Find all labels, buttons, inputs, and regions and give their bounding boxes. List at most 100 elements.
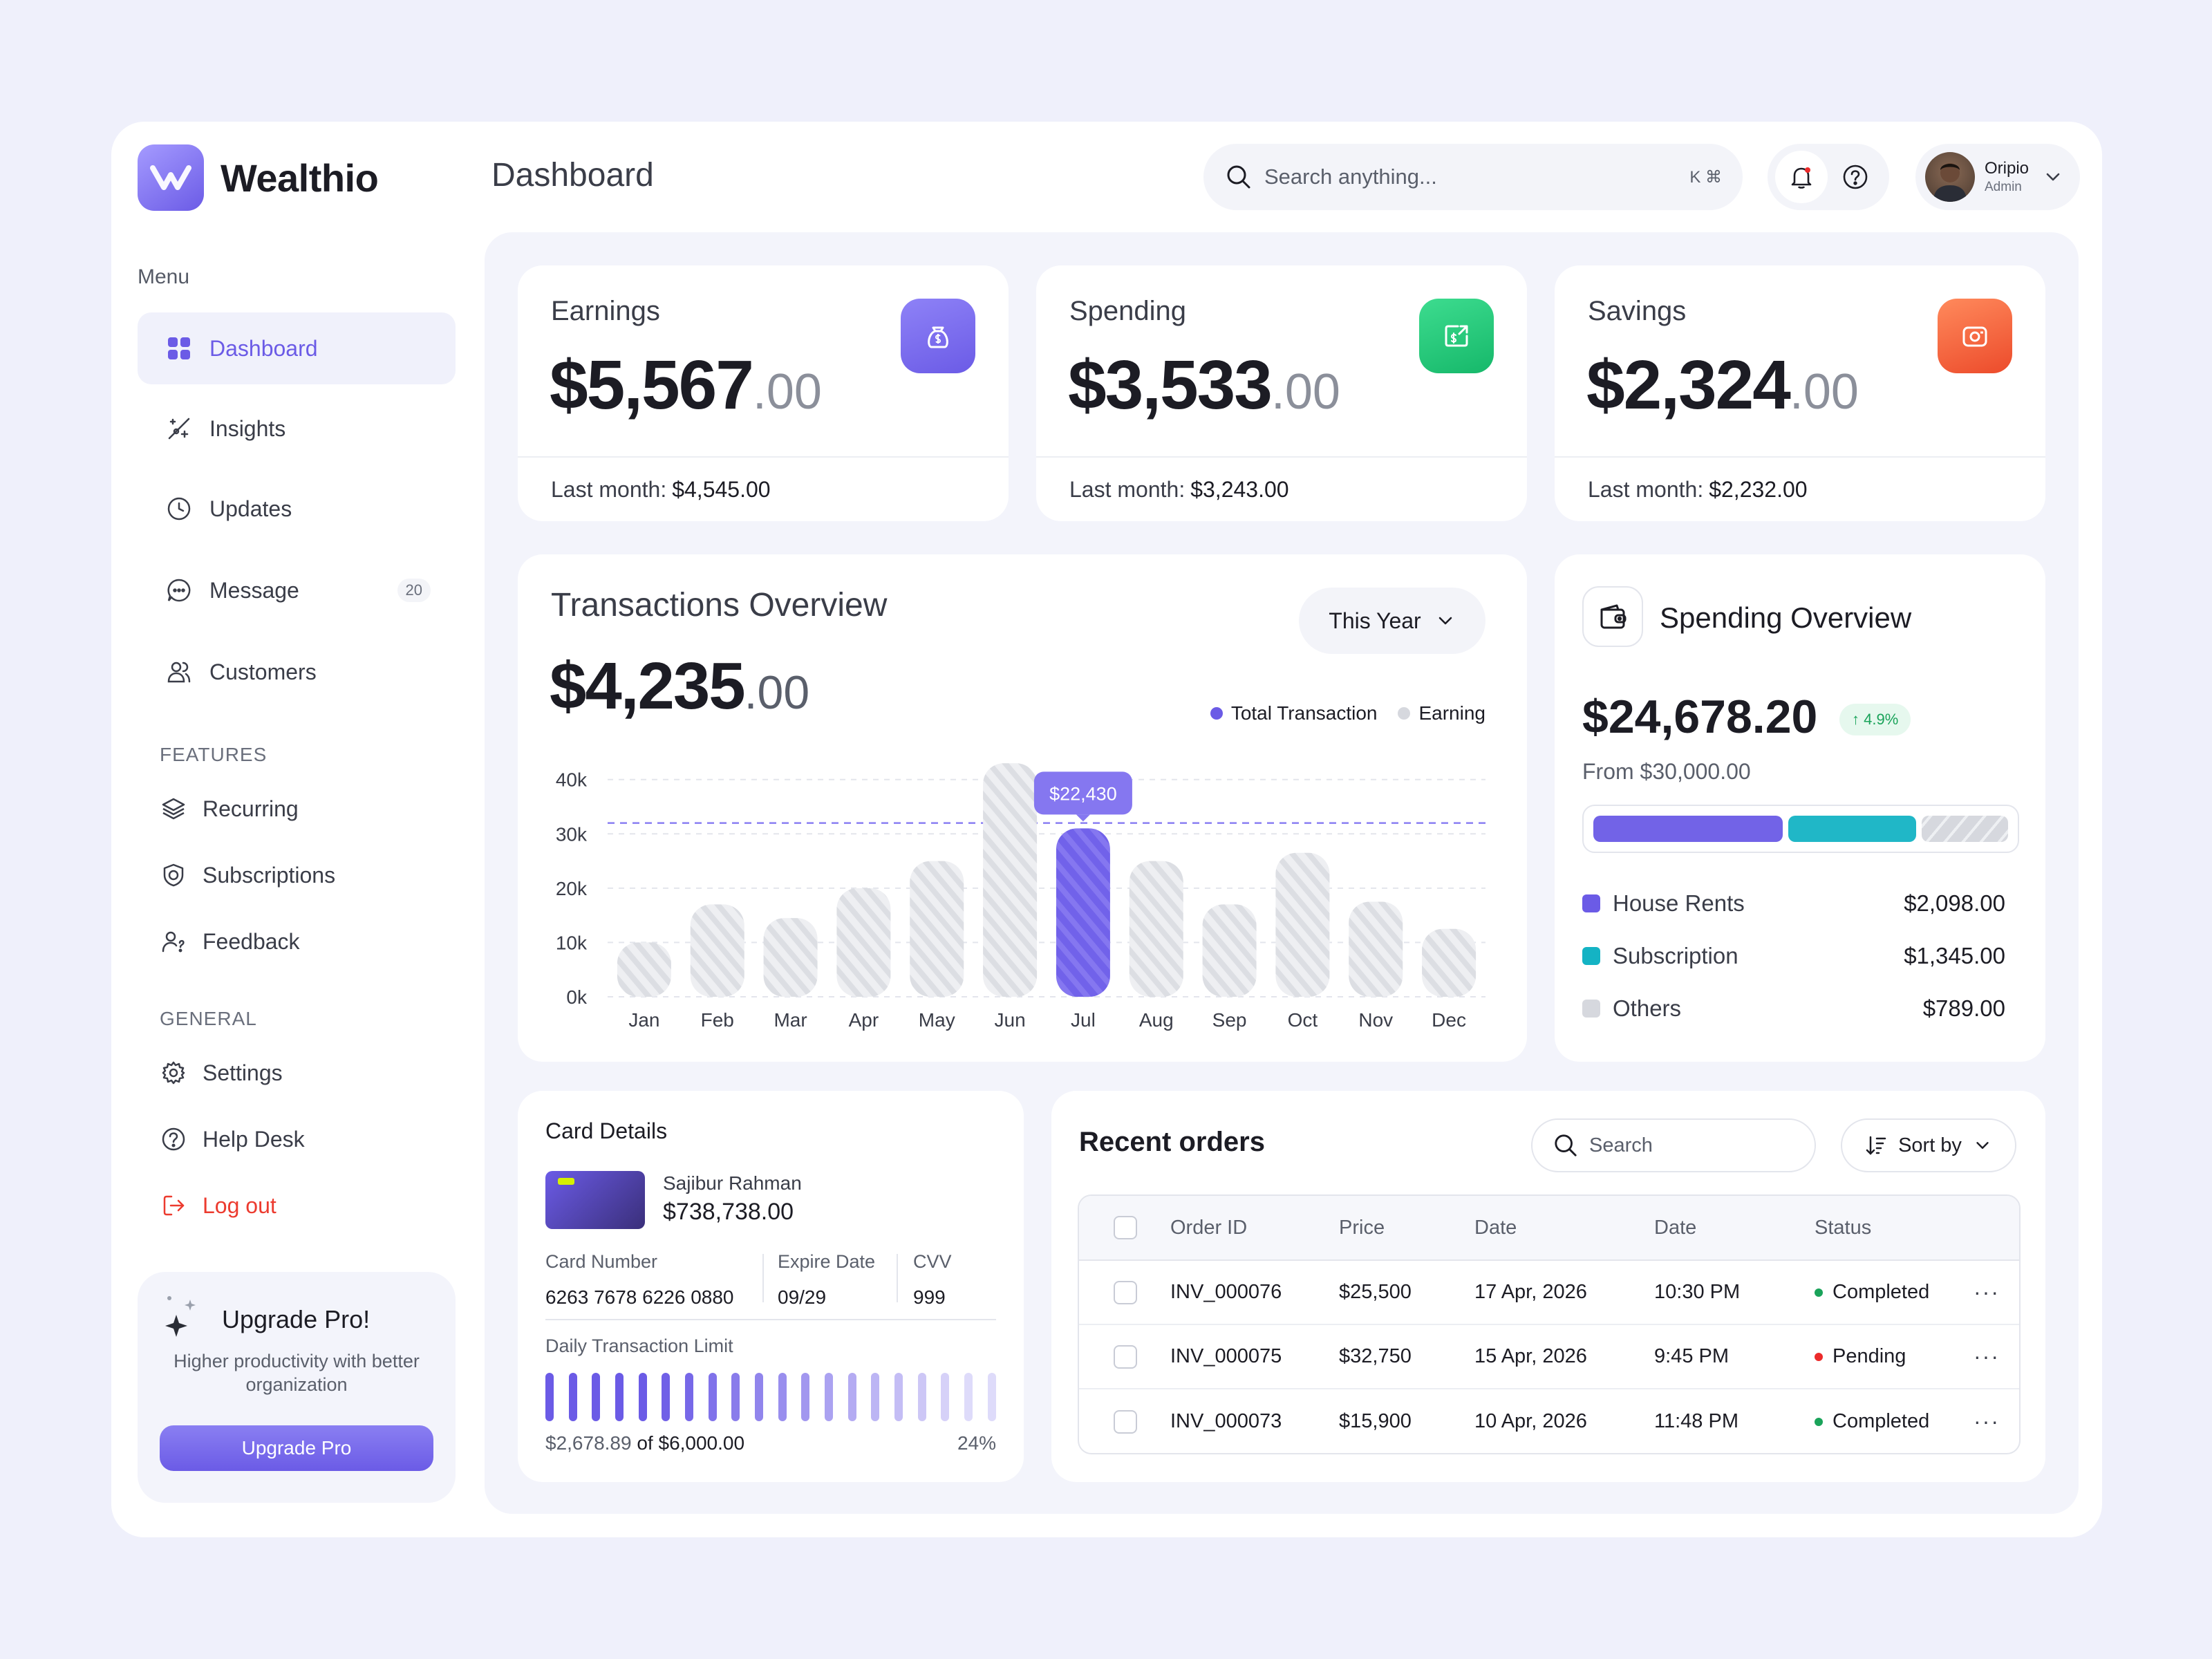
bar-jul[interactable] [1056,828,1110,997]
row-checkbox[interactable] [1114,1280,1137,1304]
more-options-icon[interactable]: ··· [1974,1344,2000,1369]
logo[interactable]: Wealthio [138,144,379,211]
bar-feb[interactable] [690,904,744,997]
spending-from: From $30,000.00 [1582,759,1751,784]
bar-oct[interactable] [1275,852,1330,997]
search-input[interactable]: Search anything... [1264,165,1437,189]
user-name: Oripio [1985,159,2030,178]
card-details-card: Card Details Sajibur Rahman $738,738.00 … [518,1091,1024,1482]
bar-aug[interactable] [1129,861,1183,997]
table-row[interactable]: INV_000076 $25,500 17 Apr, 2026 10:30 PM… [1079,1261,2019,1325]
more-options-icon[interactable]: ··· [1974,1409,2000,1434]
limit-bar [615,1373,624,1421]
chart-legend: Total Transaction Earning [1190,702,1485,724]
bar-apr[interactable] [836,888,891,997]
upgrade-title: Upgrade Pro! [222,1305,371,1333]
upgrade-description: Higher productivity with better organiza… [174,1351,420,1395]
divider [897,1254,898,1302]
select-all-checkbox[interactable] [1114,1216,1137,1239]
chevron-down-icon [1438,617,1452,625]
sidebar-item-message[interactable]: Message 20 [138,554,456,626]
last-month: Last month: $4,545.00 [551,477,771,502]
sidebar-item-customers[interactable]: Customers [138,636,456,708]
card-details-title: Card Details [545,1118,668,1143]
sidebar-item-help-desk[interactable]: Help Desk [160,1118,305,1160]
x-tick-label: Oct [1288,1009,1318,1031]
global-search[interactable]: Search anything... K ⌘ [1203,144,1743,210]
orders-search-input[interactable]: Search [1531,1118,1816,1172]
row-checkbox[interactable] [1114,1344,1137,1369]
upgrade-pro-button[interactable]: Upgrade Pro [160,1425,433,1471]
bar-jan[interactable] [617,942,671,997]
table-row[interactable]: INV_000073 $15,900 10 Apr, 2026 11:48 PM… [1079,1389,2019,1453]
stat-amount: $2,324.00 [1586,346,1859,424]
transactions-title: Transactions Overview [551,587,888,624]
sidebar-item-updates[interactable]: Updates [138,473,456,545]
status-badge: Completed [1815,1281,1974,1304]
stat-label: Earnings [551,296,660,326]
piggy-bank-icon [1938,299,2012,373]
tooltip [1033,771,1132,815]
grid-icon [165,335,193,362]
search-shortcut: K ⌘ [1689,167,1722,187]
x-tick-label: Aug [1139,1009,1174,1031]
limit-bar [568,1373,577,1421]
x-tick-label: May [919,1009,955,1031]
transfer-icon [1419,299,1494,373]
stat-label: Savings [1588,296,1687,326]
limit-bar [871,1373,880,1421]
stat-label: Spending [1069,296,1187,326]
limit-bar [545,1373,554,1421]
chevron-down-icon [2046,173,2060,181]
x-tick-label: Jul [1071,1009,1096,1031]
period-select[interactable]: This Year [1299,588,1485,654]
help-button[interactable] [1829,151,1882,203]
spending-card: Spending $3,533.00 Last month: $3,243.00 [1036,265,1527,521]
limit-footer: $2,678.89 of $6,000.00 24% [545,1432,996,1454]
status-badge: Completed [1815,1410,1974,1433]
logout-icon [160,1192,187,1219]
message-count-badge: 20 [397,579,431,602]
x-tick-label: Apr [849,1009,879,1031]
color-swatch [1582,894,1600,912]
sidebar-item-recurring[interactable]: Recurring [160,788,299,830]
bar-dec[interactable] [1422,928,1477,997]
recent-orders-card: Recent orders Search Sort by Order ID Pr… [1051,1091,2045,1482]
sidebar-item-label: Customers [209,659,317,684]
sidebar-item-dashboard[interactable]: Dashboard [138,312,456,384]
sidebar-item-label: Feedback [203,928,300,954]
tooltip-arrow [1076,814,1090,822]
table-row[interactable]: INV_000075 $32,750 15 Apr, 2026 9:45 PM … [1079,1325,2019,1389]
limit-bar [662,1373,671,1421]
sidebar-item-label: Settings [203,1060,283,1085]
last-month: Last month: $2,232.00 [1588,477,1808,502]
y-tick-label: 10k [556,932,588,953]
bar-jun[interactable] [983,763,1038,997]
credit-card-thumbnail[interactable] [545,1171,645,1229]
cvv-block: CVV 999 [913,1251,952,1308]
row-checkbox[interactable] [1114,1409,1137,1434]
color-swatch [1582,1000,1600,1018]
card-number-block: Card Number 6263 7678 6226 0880 [545,1251,734,1308]
change-badge: ↑ 4.9% [1839,704,1911,735]
sort-by-button[interactable]: Sort by [1841,1118,2016,1172]
limit-bar [778,1373,787,1421]
notification-button[interactable] [1775,151,1828,203]
sidebar-item-insights[interactable]: Insights [138,393,456,465]
bar-sep[interactable] [1202,904,1257,997]
bar-mar[interactable] [763,918,818,997]
sidebar-item-subscriptions[interactable]: Subscriptions [160,854,335,896]
bar-nov[interactable] [1349,901,1403,997]
user-role: Admin [1985,180,2022,194]
limit-bar [917,1373,926,1421]
sidebar-item-feedback[interactable]: Feedback [160,921,300,962]
help-icon [160,1125,187,1153]
limit-bar [592,1373,601,1421]
bar-may[interactable] [910,861,964,997]
sidebar-item-settings[interactable]: Settings [160,1052,283,1094]
money-bag-icon [901,299,975,373]
user-menu[interactable]: Oripio Admin [1915,144,2080,210]
sidebar-item-logout[interactable]: Log out [160,1185,276,1226]
users-icon [165,658,193,686]
more-options-icon[interactable]: ··· [1974,1280,2000,1304]
